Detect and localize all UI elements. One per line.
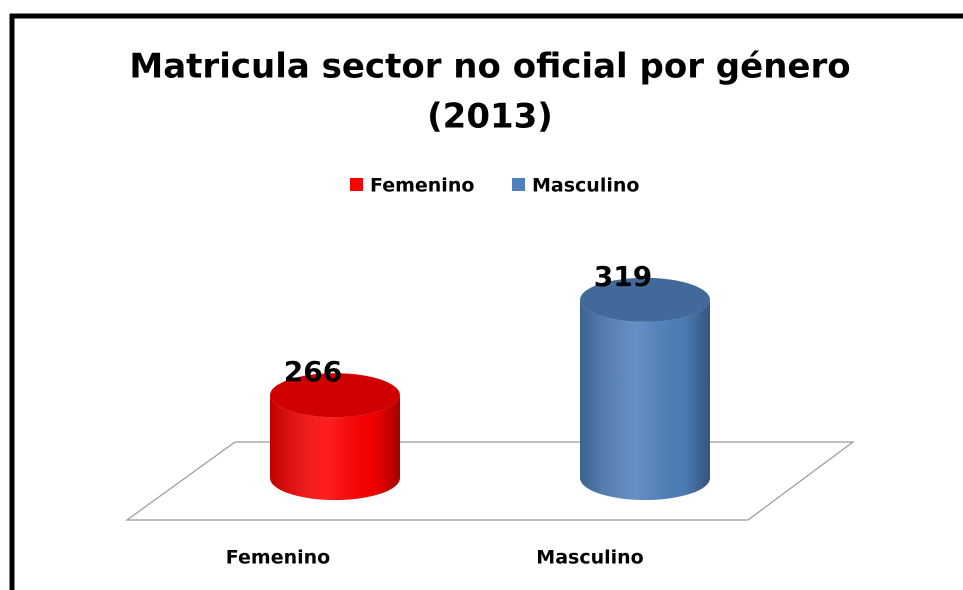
legend-label: Masculino [532,175,639,197]
chart-title: Matricula sector no oficial por género [129,47,850,87]
legend-swatch [350,178,363,191]
bar-top [580,277,710,322]
x-tick-label: Masculino [536,547,643,569]
bar [270,373,400,500]
data-label: 319 [594,260,652,293]
data-label: 266 [284,355,342,388]
legend-swatch [512,178,525,191]
floor [125,441,855,521]
legend-label: Femenino [370,175,474,197]
chart-subtitle: (2013) [427,97,553,137]
bar-shade [580,299,710,500]
bar [580,277,710,500]
x-tick-label: Femenino [226,547,330,569]
bar-top [270,373,400,418]
bar-shade [270,395,400,500]
